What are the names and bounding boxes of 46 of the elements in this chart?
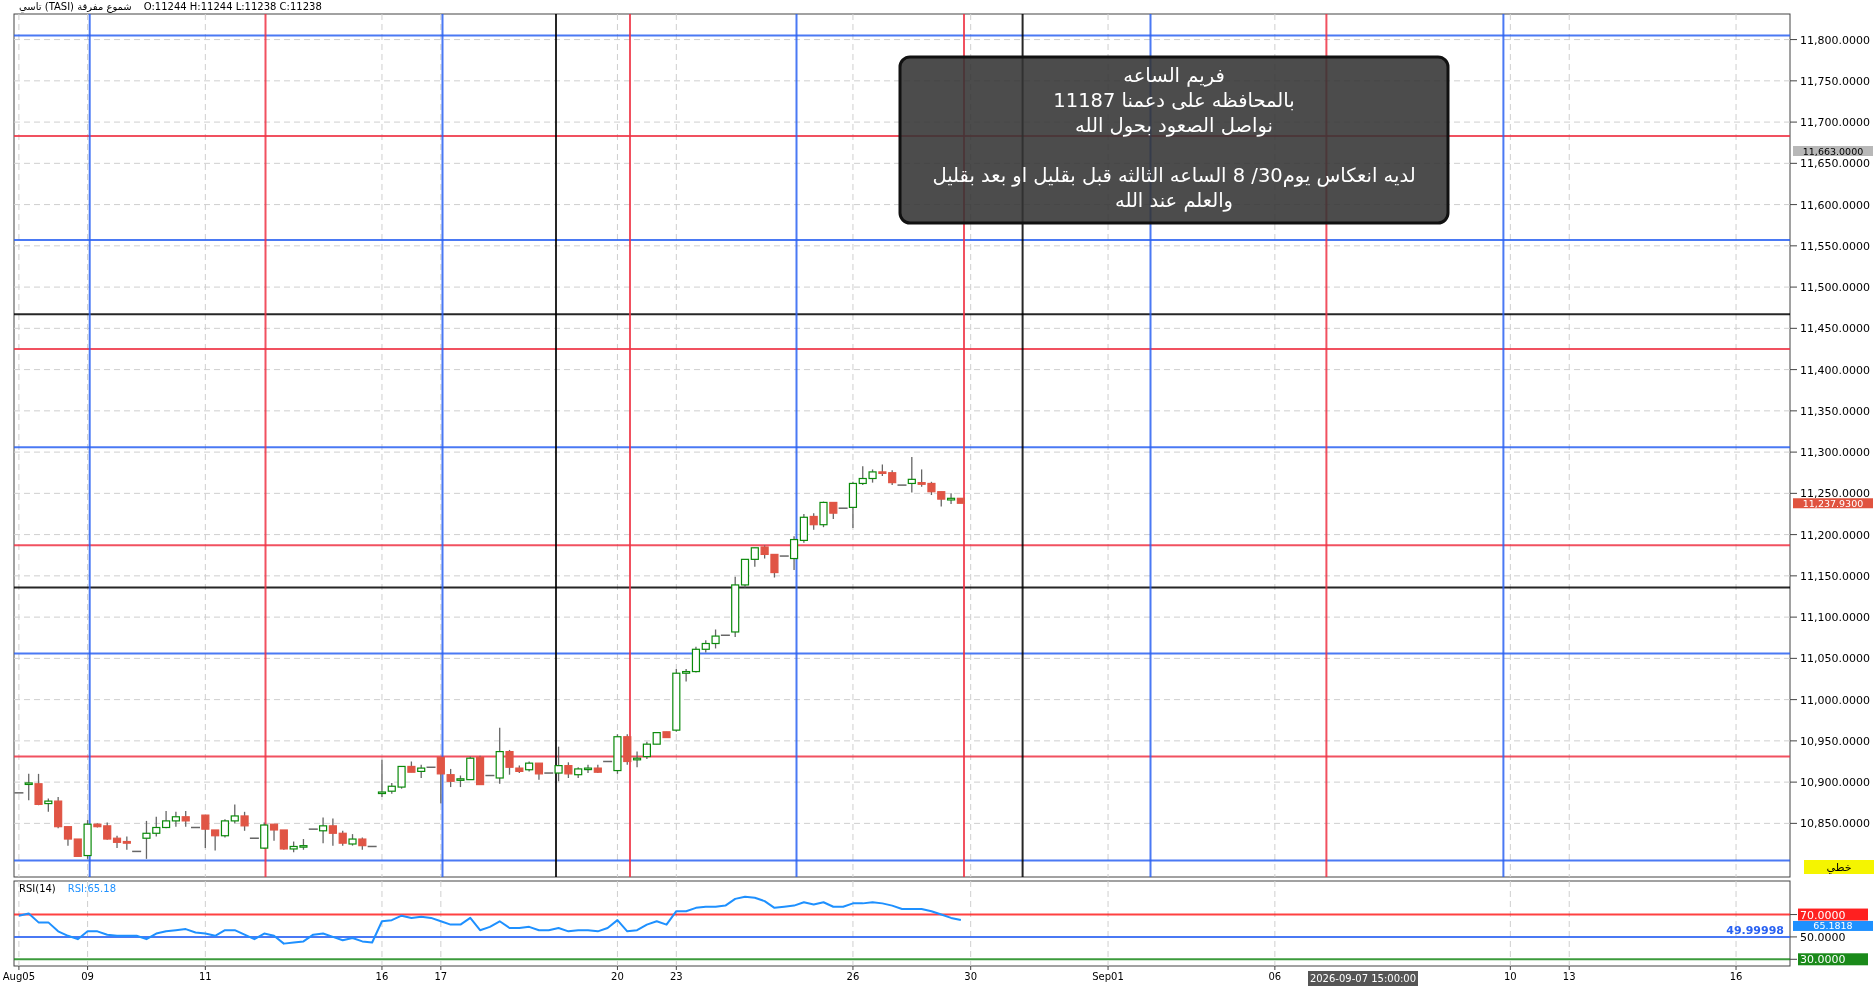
chart-title: RSI(14) <box>19 883 56 894</box>
x-tick-label: 23 <box>669 971 683 982</box>
text: 2026-09-07 15:00:00 <box>1309 973 1417 984</box>
y-tick-label: 11,700.0000 <box>1800 116 1870 130</box>
text: 65.1818 <box>1813 920 1853 932</box>
text: 11,663.0000 <box>1802 145 1864 157</box>
y-tick-label: 11,100.0000 <box>1800 611 1870 625</box>
ref-line-label: 49.99998 <box>1726 923 1784 937</box>
y-tick-label: 11,150.0000 <box>1800 569 1870 583</box>
y-tick-label: 11,400.0000 <box>1800 363 1870 377</box>
text: RSI:65.18 <box>67 883 117 894</box>
chart-subtitle: O:11244 H:11244 L:11238 C:11238 <box>143 1 322 12</box>
text: فريم الساعه بالمحافظه على دعمنا 11187 نواصل الصعود بحول الله لديه انعكاس يوم30/ 8 الساعه الثالثه قبل بقليل او بعد بقليل والعلم عند الله <box>932 64 1416 212</box>
y-tick-label: 10,900.0000 <box>1800 776 1870 790</box>
y-tick-label: 11,050.0000 <box>1800 652 1870 666</box>
text: خطي <box>1826 861 1852 874</box>
y-tick-label: 11,350.0000 <box>1800 404 1870 418</box>
y-tick-label: 11,450.0000 <box>1800 322 1870 336</box>
y-tick-label: 11,800.0000 <box>1800 33 1870 47</box>
x-tick-label: 16 <box>1729 971 1743 982</box>
y-tick-label: 11,600.0000 <box>1800 198 1870 212</box>
x-tick-label: 11 <box>198 971 212 982</box>
y-tick-label: 11,500.0000 <box>1800 281 1870 295</box>
y-tick-label: 11,300.0000 <box>1800 446 1870 460</box>
x-tick-label: 06 <box>1268 971 1282 982</box>
y-tick-label: 70.0000 <box>1800 908 1846 922</box>
x-tick-label: Aug05 <box>2 971 36 982</box>
y-tick-label: 11,200.0000 <box>1800 528 1870 542</box>
x-tick-label: 10 <box>1503 971 1517 982</box>
x-tick-label: 16 <box>375 971 389 982</box>
x-tick-label: 09 <box>81 971 94 982</box>
y-tick-label: 11,550.0000 <box>1800 239 1870 253</box>
x-tick-label: Sep01 <box>1092 971 1124 982</box>
x-tick-label: 20 <box>611 971 624 982</box>
x-tick-label: 13 <box>1562 971 1576 982</box>
x-tick-label: 30 <box>964 971 978 982</box>
x-tick-label: 17 <box>434 971 448 982</box>
y-tick-label: 10,850.0000 <box>1800 817 1870 831</box>
y-tick-label: 30.0000 <box>1800 953 1846 967</box>
y-tick-label: 10,950.0000 <box>1800 734 1870 748</box>
y-tick-label: 11,650.0000 <box>1800 157 1870 171</box>
chart-title: تاسي (TASI) شموع مفرقة <box>19 1 132 13</box>
y-tick-label: 11,000.0000 <box>1800 693 1870 707</box>
y-tick-label: 11,750.0000 <box>1800 74 1870 88</box>
x-tick-label: 26 <box>846 971 860 982</box>
y-tick-label: 50.0000 <box>1800 930 1846 944</box>
